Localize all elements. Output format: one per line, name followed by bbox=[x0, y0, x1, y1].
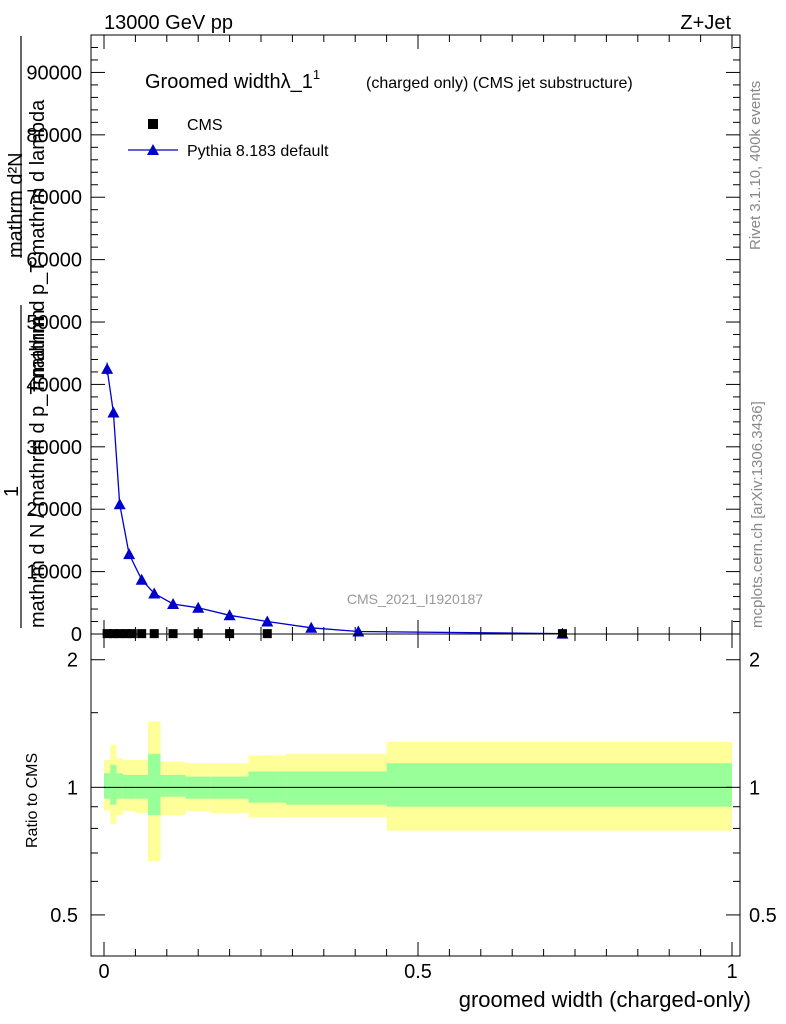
ratio-green-band bbox=[147, 753, 161, 816]
main-y-tick-label: 20000 bbox=[26, 499, 82, 521]
ratio-green-band bbox=[116, 773, 123, 799]
pythia-point bbox=[167, 598, 180, 610]
ratio-y-tick-label: 2 bbox=[67, 650, 78, 672]
legend-label-cms: CMS bbox=[187, 117, 223, 134]
ratio-y-tick-label: 0.5 bbox=[50, 905, 78, 927]
ratio-green-band bbox=[122, 774, 136, 799]
pythia-line bbox=[106, 368, 563, 635]
ratio-y-tick-label-right: 2 bbox=[749, 650, 760, 672]
mcplots-label: mcplots.cern.ch [arXiv:1306.3436] bbox=[749, 401, 766, 628]
pythia-point bbox=[113, 498, 126, 510]
pythia-point bbox=[107, 406, 120, 418]
ylabel-line-4: mathrm d N / mathrm d p_T mathrm bbox=[27, 309, 49, 628]
ylabel-line-2: mathrm d p_T mathrm d lambda bbox=[27, 99, 49, 385]
ratio-x-tick-label: 0 bbox=[98, 961, 109, 983]
ratio-green-band bbox=[110, 764, 117, 805]
ratio-y-axis: 0.5 0.5 1 1 2 2 bbox=[50, 650, 777, 927]
pythia-point bbox=[101, 362, 114, 374]
ratio-panel: 0.5 0.51 12 2 0 0.5 1 Ratio to CMS groomed wi… bbox=[24, 633, 777, 1012]
legend-label-pythia: Pythia 8.183 default bbox=[187, 143, 329, 160]
ratio-y-tick-label-right: 0.5 bbox=[749, 905, 777, 927]
title-main: Groomed width bbox=[145, 71, 281, 93]
svg-text:Groomed widthλ_11: Groomed widthλ_11 bbox=[145, 67, 320, 93]
main-series bbox=[101, 362, 569, 639]
energy-label: 13000 GeV pp bbox=[104, 12, 233, 34]
pythia-point bbox=[261, 615, 274, 627]
ratio-y-tick-label: 1 bbox=[67, 777, 78, 799]
title-sup: 1 bbox=[313, 67, 320, 82]
ratio-green-band bbox=[160, 774, 186, 797]
pythia-point bbox=[192, 601, 205, 613]
x-axis-label: groomed width (charged-only) bbox=[459, 987, 751, 1012]
ratio-x-tick-label: 0.5 bbox=[404, 961, 432, 983]
main-y-axis: 0 10000 20000 30000 40000 50000 60000 70000 8000… bbox=[26, 34, 740, 646]
legend-marker-pythia bbox=[147, 144, 159, 155]
ratio-green-band bbox=[104, 773, 111, 799]
main-y-tick-label: 30000 bbox=[26, 437, 82, 459]
main-y-tick-label: 90000 bbox=[26, 62, 82, 84]
main-y-tick-label: 40000 bbox=[26, 374, 82, 396]
main-y-tick-label: 50000 bbox=[26, 312, 82, 334]
ylabel-line-1: mathrm d²N bbox=[5, 152, 27, 258]
legend-marker-cms bbox=[148, 119, 158, 129]
pythia-point bbox=[123, 548, 136, 560]
rivet-label: Rivet 3.1.10, 400k events bbox=[747, 81, 764, 250]
pythia-point bbox=[135, 573, 148, 585]
pythia-point bbox=[223, 609, 236, 621]
ratio-x-tick-label: 1 bbox=[726, 961, 737, 983]
pythia-point bbox=[305, 621, 318, 633]
ratio-green-band bbox=[135, 774, 148, 799]
main-y-tick-label: 80000 bbox=[26, 125, 82, 147]
ratio-green-band bbox=[386, 763, 732, 807]
legend: CMS Pythia 8.183 default bbox=[128, 117, 329, 160]
main-y-label: mathrm d²N mathrm d p_T mathrm d lambda … bbox=[1, 36, 49, 628]
watermark: CMS_2021_I1920187 bbox=[347, 591, 483, 607]
pythia-point bbox=[148, 587, 161, 599]
main-panel: 0 10000 20000 30000 40000 50000 60000 70000 8000… bbox=[1, 34, 741, 646]
ratio-y-tick-label-right: 1 bbox=[749, 777, 760, 799]
ratio-panel-frame bbox=[90, 633, 741, 957]
ylabel-line-3: 1 bbox=[1, 486, 23, 497]
process-label: Z+Jet bbox=[680, 12, 731, 34]
main-y-tick-label: 70000 bbox=[26, 187, 82, 209]
main-y-tick-label: 10000 bbox=[26, 562, 82, 584]
title-rest: (charged only) (CMS jet substructure) bbox=[366, 75, 633, 92]
main-y-tick-label: 0 bbox=[71, 624, 82, 646]
ratio-y-label: Ratio to CMS bbox=[24, 753, 41, 848]
ratio-bands bbox=[104, 721, 732, 862]
ratio-green-band bbox=[286, 771, 387, 805]
main-y-tick-label: 60000 bbox=[26, 250, 82, 272]
chart-title: Groomed widthλ_11 (charged only) (CMS je… bbox=[145, 67, 633, 93]
title-lambda: λ_1 bbox=[281, 71, 313, 93]
ratio-x-axis: 0 0.5 1 bbox=[98, 634, 738, 983]
